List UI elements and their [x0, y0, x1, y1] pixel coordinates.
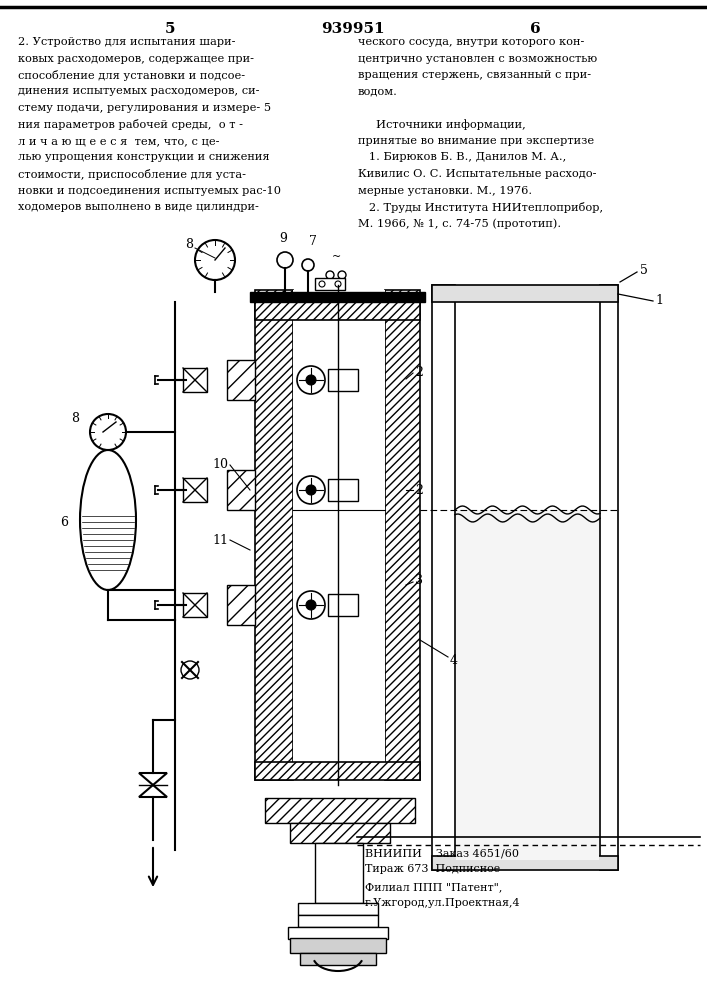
Text: водом.: водом.	[358, 87, 398, 97]
Text: 5: 5	[165, 22, 175, 36]
Text: ВНИИПИ    Заказ 4651/60: ВНИИПИ Заказ 4651/60	[365, 848, 519, 858]
Text: 11: 11	[212, 534, 228, 546]
Text: 10: 10	[212, 458, 228, 472]
Bar	[298, 903, 378, 915]
Circle shape	[338, 271, 346, 279]
Text: лью упрощения конструкции и снижения: лью упрощения конструкции и снижения	[18, 152, 269, 162]
Circle shape	[326, 271, 334, 279]
Text: ходомеров выполнено в виде цилиндри-: ходомеров выполнено в виде цилиндри-	[18, 202, 259, 212]
Bar	[255, 762, 420, 780]
Text: л и ч а ю щ е е с я  тем, что, с це-: л и ч а ю щ е е с я тем, что, с це-	[18, 136, 219, 146]
Text: ~: ~	[332, 252, 341, 262]
Circle shape	[306, 600, 316, 610]
Bar	[315, 843, 363, 903]
Text: новки и подсоединения испытуемых рас-10: новки и подсоединения испытуемых рас-10	[18, 186, 281, 196]
Circle shape	[306, 375, 316, 385]
Bar	[288, 927, 388, 939]
Circle shape	[302, 259, 314, 271]
Circle shape	[90, 414, 126, 450]
Text: 2: 2	[415, 365, 423, 378]
Bar	[183, 478, 207, 502]
Text: 8: 8	[71, 412, 79, 424]
Text: 2. Устройство для испытания шари-: 2. Устройство для испытания шари-	[18, 37, 235, 47]
Text: 6: 6	[60, 516, 68, 528]
Circle shape	[195, 240, 235, 280]
Bar	[250, 292, 425, 302]
Text: вращения стержень, связанный с при-: вращения стержень, связанный с при-	[358, 70, 591, 80]
Text: стему подачи, регулирования и измере- 5: стему подачи, регулирования и измере- 5	[18, 103, 271, 113]
Text: Тираж 673  Подписное: Тираж 673 Подписное	[365, 864, 501, 874]
Text: 4: 4	[450, 654, 458, 666]
Bar	[328, 479, 358, 501]
Bar	[255, 290, 293, 780]
Text: г.Ужгород,ул.Проектная,4: г.Ужгород,ул.Проектная,4	[365, 898, 520, 908]
Bar	[265, 798, 415, 823]
Bar	[183, 593, 207, 617]
Bar	[183, 368, 207, 392]
Text: 9: 9	[279, 232, 287, 245]
Text: 2: 2	[415, 484, 423, 496]
Text: 6: 6	[530, 22, 540, 36]
Bar	[328, 369, 358, 391]
Bar	[328, 594, 358, 616]
Circle shape	[319, 281, 325, 287]
Bar	[300, 953, 376, 965]
Text: Источники информации,: Источники информации,	[358, 119, 526, 130]
Text: 1. Бирюков Б. В., Данилов М. А.,: 1. Бирюков Б. В., Данилов М. А.,	[358, 152, 566, 162]
Text: Кивилис О. С. Испытательные расходо-: Кивилис О. С. Испытательные расходо-	[358, 169, 597, 179]
Bar	[432, 856, 618, 870]
Text: Филиал ППП "Патент",: Филиал ППП "Патент",	[365, 882, 503, 892]
Text: ния параметров рабочей среды,  о т -: ния параметров рабочей среды, о т -	[18, 119, 243, 130]
Text: 7: 7	[309, 235, 317, 248]
Text: 2. Труды Института НИИтеплоприбор,: 2. Труды Института НИИтеплоприбор,	[358, 202, 603, 213]
Bar	[227, 470, 255, 510]
Text: центрично установлен с возможностью: центрично установлен с возможностью	[358, 53, 597, 64]
Text: стоимости, приспособление для уста-: стоимости, приспособление для уста-	[18, 169, 246, 180]
Bar	[456, 510, 599, 860]
Text: мерные установки. М., 1976.: мерные установки. М., 1976.	[358, 186, 532, 196]
Circle shape	[297, 366, 325, 394]
Circle shape	[277, 252, 293, 268]
Bar	[298, 915, 378, 927]
Text: 8: 8	[185, 238, 193, 251]
Bar	[385, 290, 420, 780]
Circle shape	[297, 476, 325, 504]
Bar	[227, 360, 255, 400]
Text: 5: 5	[640, 263, 648, 276]
Bar	[290, 938, 386, 953]
Bar	[432, 285, 455, 870]
Text: принятые во внимание при экспертизе: принятые во внимание при экспертизе	[358, 136, 594, 146]
Text: динения испытуемых расходомеров, си-: динения испытуемых расходомеров, си-	[18, 87, 259, 97]
Bar	[315, 278, 345, 290]
Text: ческого сосуда, внутри которого кон-: ческого сосуда, внутри которого кон-	[358, 37, 585, 47]
Bar	[293, 290, 385, 780]
Bar	[600, 285, 618, 870]
Text: М. 1966, № 1, с. 74-75 (прототип).: М. 1966, № 1, с. 74-75 (прототип).	[358, 219, 561, 229]
Text: способление для установки и подсое-: способление для установки и подсое-	[18, 70, 245, 81]
Bar	[255, 302, 420, 320]
Text: ковых расходомеров, содержащее при-: ковых расходомеров, содержащее при-	[18, 53, 254, 64]
Circle shape	[297, 591, 325, 619]
Text: 3: 3	[415, 574, 423, 586]
Ellipse shape	[80, 450, 136, 590]
Circle shape	[335, 281, 341, 287]
Text: 1: 1	[655, 294, 663, 306]
Bar	[432, 285, 618, 302]
Bar	[227, 585, 255, 625]
Circle shape	[306, 485, 316, 495]
Bar	[290, 823, 390, 843]
Text: 939951: 939951	[321, 22, 385, 36]
